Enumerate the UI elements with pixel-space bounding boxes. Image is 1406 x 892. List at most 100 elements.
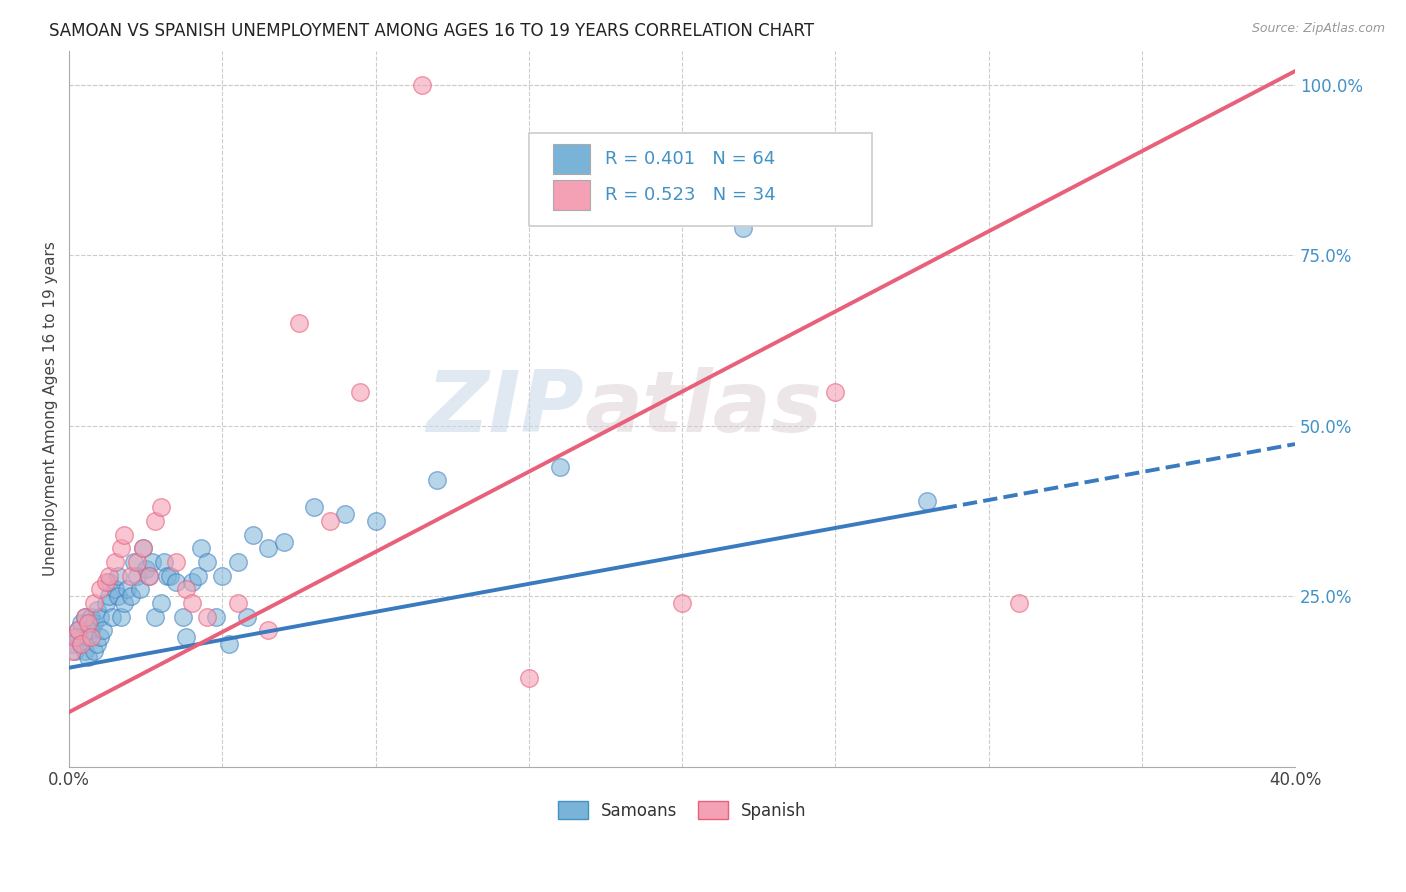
Point [76,630,98,644]
Point [120,568,142,582]
Point [187,568,209,582]
Point [242,527,264,541]
Point [79,609,101,624]
Point [190,541,212,556]
Point [86,637,108,651]
Point [94,575,117,590]
Point [79,624,101,638]
Point [226,555,249,569]
Point [288,317,311,331]
Point [110,541,132,556]
Point [104,555,127,569]
Point [107,589,129,603]
Point [125,555,148,569]
Point [83,596,105,610]
Point [824,384,846,399]
Point [166,575,188,590]
Point [195,555,218,569]
Text: R = 0.523   N = 34: R = 0.523 N = 34 [605,186,776,203]
Point [60,643,83,657]
Point [73,643,96,657]
Point [125,568,148,582]
Point [172,609,194,624]
Point [138,568,160,582]
Point [98,589,121,603]
Point [671,596,693,610]
Point [548,459,571,474]
Point [304,500,326,515]
Point [60,637,83,651]
Point [257,624,280,638]
Point [110,609,132,624]
Point [135,562,157,576]
Point [411,78,433,92]
Point [73,609,96,624]
Point [83,643,105,657]
Point [132,541,155,556]
Text: atlas: atlas [583,368,823,450]
Point [174,630,197,644]
Point [89,609,111,624]
Point [112,527,135,541]
Point [86,603,108,617]
Point [156,568,179,582]
Point [70,616,93,631]
Text: Source: ZipAtlas.com: Source: ZipAtlas.com [1251,22,1385,36]
Point [70,637,93,651]
Point [211,568,233,582]
Point [138,568,160,582]
Point [67,630,90,644]
Point [104,582,127,597]
FancyBboxPatch shape [529,133,872,226]
Point [1008,596,1031,610]
Point [120,589,142,603]
Point [112,596,135,610]
Point [73,609,96,624]
Point [333,508,356,522]
Point [141,555,163,569]
Point [180,596,202,610]
Point [180,575,202,590]
Point [150,596,173,610]
Point [150,500,173,515]
Point [174,582,197,597]
Point [67,624,90,638]
Point [117,582,139,597]
Point [122,555,145,569]
Point [94,596,117,610]
Point [76,650,98,665]
Point [79,630,101,644]
Point [98,568,121,582]
Point [273,534,295,549]
Point [349,384,371,399]
Y-axis label: Unemployment Among Ages 16 to 19 years: Unemployment Among Ages 16 to 19 years [44,241,58,576]
Point [319,514,342,528]
Point [143,609,166,624]
Text: ZIP: ZIP [426,368,583,450]
FancyBboxPatch shape [554,179,591,210]
Point [70,637,93,651]
Point [426,473,449,487]
Point [98,575,121,590]
Point [257,541,280,556]
FancyBboxPatch shape [554,144,591,174]
Point [128,582,150,597]
Point [65,630,87,644]
Text: R = 0.401   N = 64: R = 0.401 N = 64 [605,150,775,168]
Text: SAMOAN VS SPANISH UNEMPLOYMENT AMONG AGES 16 TO 19 YEARS CORRELATION CHART: SAMOAN VS SPANISH UNEMPLOYMENT AMONG AGE… [49,22,814,40]
Point [132,541,155,556]
Point [364,514,387,528]
Point [153,555,176,569]
Point [76,616,98,631]
Point [91,624,114,638]
Point [159,568,181,582]
Point [733,221,755,235]
Point [143,514,166,528]
Point [83,616,105,631]
Point [236,609,259,624]
Point [101,609,124,624]
Point [195,609,218,624]
Point [517,671,540,685]
Point [65,643,87,657]
Point [218,637,240,651]
